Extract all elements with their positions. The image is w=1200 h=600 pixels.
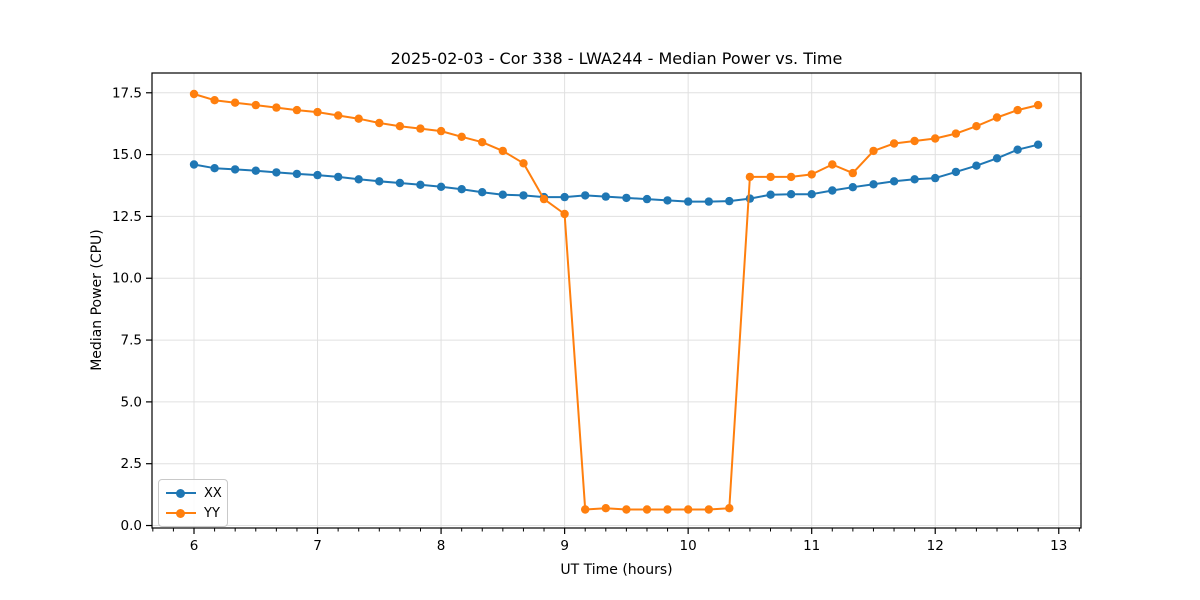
chart-title: 2025-02-03 - Cor 338 - LWA244 - Median P… xyxy=(390,49,843,68)
svg-text:12: 12 xyxy=(927,538,944,554)
legend: XX YY xyxy=(158,479,228,527)
series-yy xyxy=(189,89,1043,514)
svg-text:10.0: 10.0 xyxy=(112,271,142,287)
x-axis-label: UT Time (hours) xyxy=(560,562,673,578)
legend-line-marker-xx-icon xyxy=(166,488,196,498)
svg-text:13: 13 xyxy=(1050,538,1067,554)
svg-text:10: 10 xyxy=(680,538,697,554)
svg-text:7: 7 xyxy=(313,538,322,554)
legend-item-xx: XX xyxy=(166,483,227,503)
legend-label-yy: YY xyxy=(204,505,220,521)
svg-text:12.5: 12.5 xyxy=(112,209,142,225)
legend-label-xx: XX xyxy=(204,485,222,501)
svg-text:6: 6 xyxy=(190,538,199,554)
legend-item-yy: YY xyxy=(166,503,227,523)
svg-text:11: 11 xyxy=(803,538,820,554)
svg-text:15.0: 15.0 xyxy=(112,147,142,163)
axes: 6 7 8 9 10 11 12 13 0.0 2.5 5.0 7.5 10.0 12.5 15.0 17.5 xyxy=(112,72,1082,554)
grid xyxy=(152,73,1081,528)
svg-text:5.0: 5.0 xyxy=(121,394,142,410)
y-axis-label: Median Power (CPU) xyxy=(89,229,105,371)
svg-text:7.5: 7.5 xyxy=(121,333,142,349)
svg-text:8: 8 xyxy=(437,538,446,554)
svg-text:9: 9 xyxy=(560,538,569,554)
svg-text:2.5: 2.5 xyxy=(121,456,142,472)
series xyxy=(189,89,1043,514)
svg-text:0.0: 0.0 xyxy=(121,518,142,534)
series-xx xyxy=(189,140,1043,206)
svg-text:17.5: 17.5 xyxy=(112,85,142,101)
legend-line-marker-yy-icon xyxy=(166,508,196,518)
